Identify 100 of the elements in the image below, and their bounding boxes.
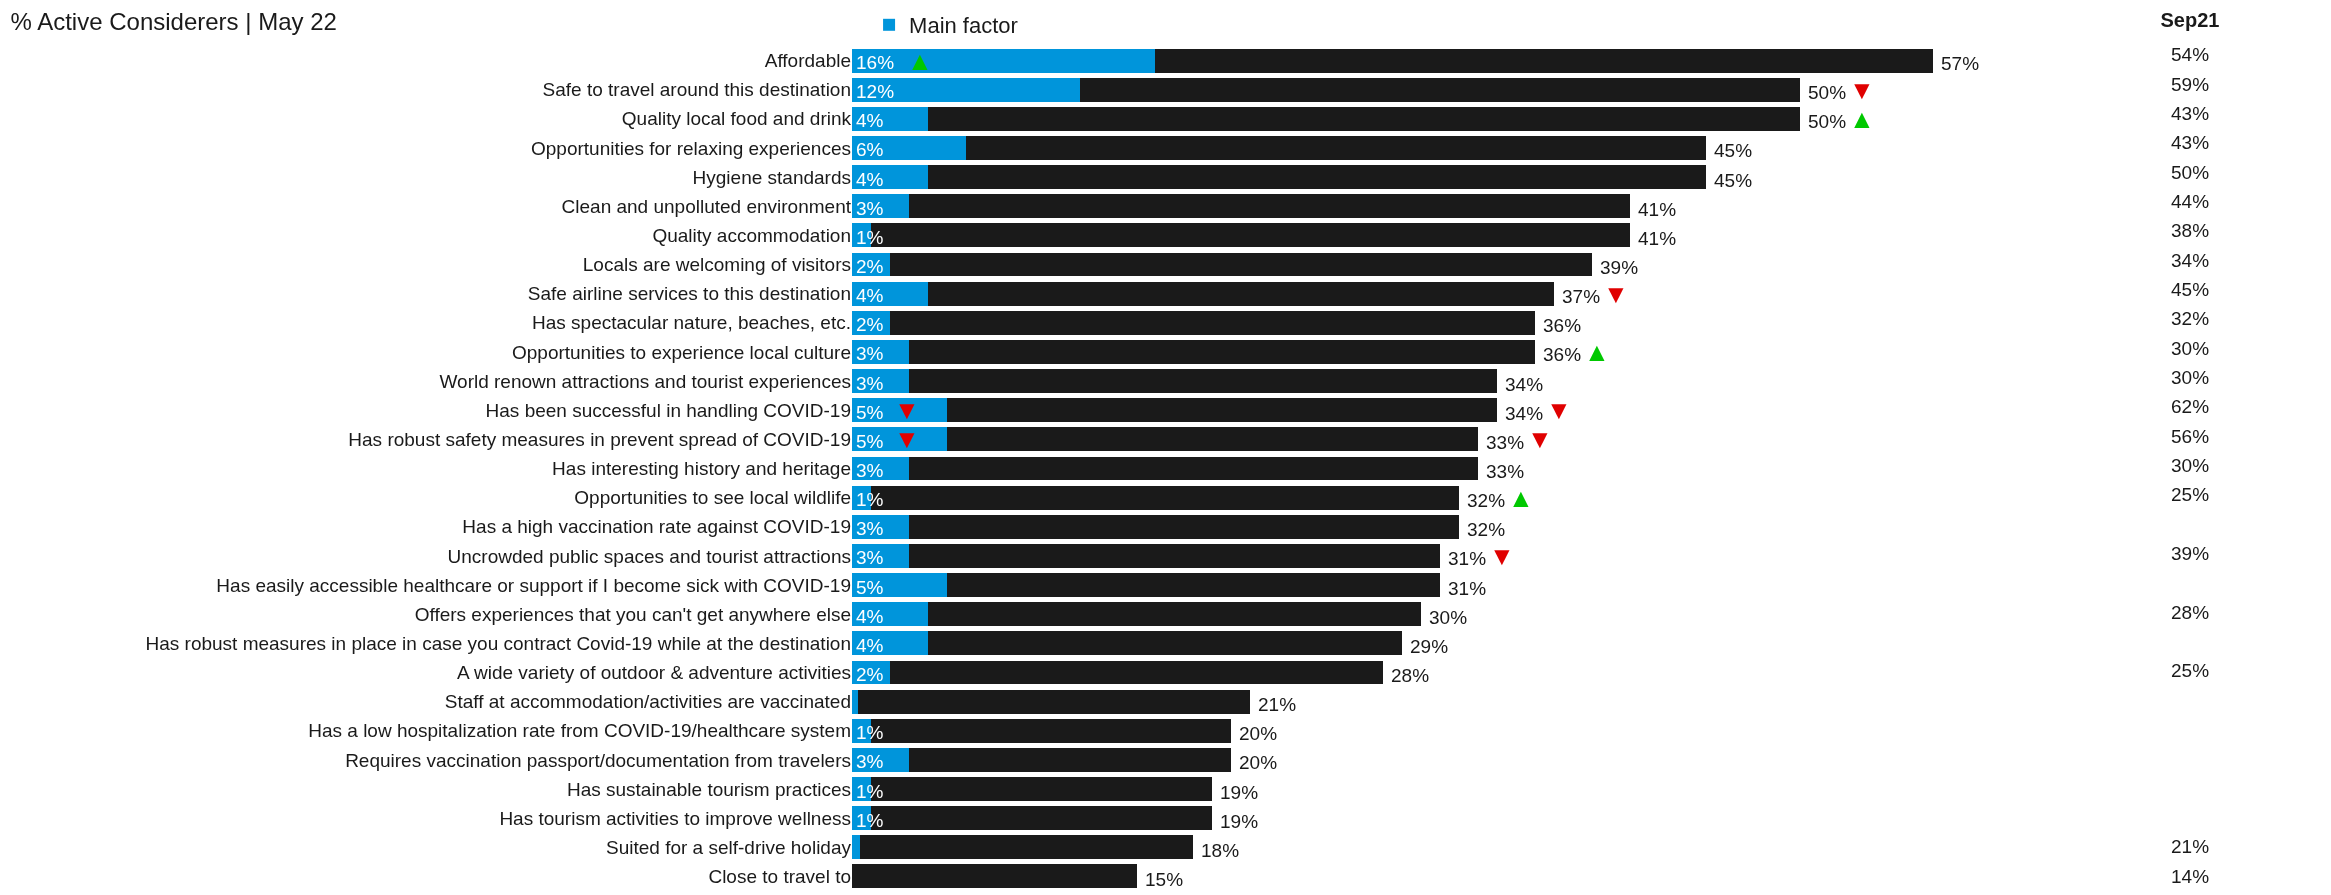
total-label: 33% [1486, 461, 1525, 482]
total-label: 34% [1505, 374, 1544, 395]
total-label: 36% [1543, 344, 1582, 365]
data-label: 3% [856, 373, 884, 394]
bar [908, 340, 1535, 364]
annotation: ▲ [1849, 104, 1875, 134]
annotation: ▼ [1489, 541, 1515, 571]
y-tick-label: Has tourism activities to improve wellness [499, 807, 851, 829]
total-label: 37% [1562, 286, 1601, 307]
y-tick-label: Has sustainable tourism practices [566, 778, 851, 800]
total-label: 57% [1941, 53, 1980, 74]
annotation: ▼ [894, 424, 920, 454]
bar [1155, 48, 1934, 73]
data-label: 5% [856, 577, 884, 598]
data-label: 3% [856, 460, 884, 481]
text: 30% [2171, 338, 2210, 359]
total-label: 30% [1429, 607, 1468, 628]
total-label: 19% [1220, 782, 1259, 803]
bar [946, 573, 1440, 597]
y-tick-label: World renown attractions and tourist experiences [439, 370, 851, 392]
y-tick-label: A wide variety of outdoor & adventure activities [457, 662, 851, 684]
annotation: ▲ [1584, 337, 1610, 367]
bar [857, 689, 1251, 714]
text: 21% [2171, 836, 2210, 857]
y-tick-label: Uncrowded public spaces and tourist attractions [447, 545, 851, 567]
y-tick-label: Has robust safety measures in prevent spread of COVID-19 [348, 429, 851, 451]
total-label: 33% [1486, 432, 1525, 453]
bar [1079, 77, 1801, 102]
y-tick-label: Opportunities for relaxing experiences [530, 137, 851, 159]
total-label: 34% [1505, 403, 1544, 424]
text: 50% [2171, 162, 2210, 183]
y-tick-label: Opportunities to see local wildlife [574, 487, 851, 509]
y-tick-label: Has a high vaccination rate against COVID-19 [462, 516, 851, 538]
bar [852, 165, 928, 190]
bar [852, 77, 1080, 102]
text: 43% [2171, 103, 2210, 124]
total-label: 32% [1467, 490, 1506, 511]
bar [852, 602, 928, 627]
total-label: 31% [1448, 578, 1487, 599]
total-label: 41% [1638, 199, 1677, 220]
total-label: 15% [1145, 869, 1184, 890]
text: 28% [2171, 602, 2210, 623]
y-tick-label: Affordable [764, 50, 851, 72]
data-label: 4% [856, 169, 884, 190]
y-tick-label: Safe to travel around this destination [542, 79, 851, 101]
bar [927, 165, 1706, 190]
total-label: 19% [1220, 811, 1259, 832]
bar [859, 835, 1194, 860]
data-label: 3% [856, 751, 884, 772]
annotation: ▼ [1849, 75, 1875, 105]
data-label: 3% [856, 547, 884, 568]
text: 30% [2171, 455, 2210, 476]
total-label: 41% [1638, 228, 1677, 249]
data-label: 6% [856, 139, 884, 160]
y-tick-label: Close to travel to [708, 866, 851, 888]
bar [852, 689, 858, 714]
y-tick-label: Has easily accessible healthcare or support if I become sick with COVID-19 [216, 574, 851, 596]
annotation: ▼ [894, 395, 920, 425]
total-label: 20% [1239, 752, 1278, 773]
text: 38% [2171, 220, 2210, 241]
text: 62% [2171, 396, 2210, 417]
bar [908, 194, 1630, 219]
total-label: 31% [1448, 548, 1487, 569]
y-tick-label: Staff at accommodation/activities are vaccinated [444, 691, 851, 713]
total-label: 50% [1808, 82, 1847, 103]
text: 45% [2171, 279, 2210, 300]
total-label: 45% [1714, 170, 1753, 191]
bar [852, 835, 860, 860]
data-label: 16% [856, 52, 895, 73]
data-label: 2% [856, 256, 884, 277]
data-label: 3% [856, 198, 884, 219]
data-label: 4% [856, 635, 884, 656]
bar [927, 631, 1403, 656]
legend-label: Main factor [909, 13, 1018, 39]
data-label: 12% [856, 81, 895, 102]
bar [965, 136, 1706, 160]
data-label: 2% [856, 664, 884, 685]
text: 14% [2171, 866, 2210, 887]
y-tick-label: Quality local food and drink [621, 108, 852, 130]
y-tick-label: Hygiene standards [692, 166, 851, 188]
text: % Active Considerers | May 22 [10, 8, 337, 36]
annotation: ▲ [907, 46, 933, 76]
data-label: 5% [856, 431, 884, 452]
y-tick-label: Suited for a self-drive holiday [605, 836, 852, 858]
total-label: 29% [1410, 636, 1449, 657]
y-tick-label: Safe airline services to this destination [527, 283, 851, 305]
y-tick-label: Has a low hospitalization rate from COVID-19/healthcare system [308, 720, 851, 742]
text: 44% [2171, 191, 2210, 212]
bar [946, 427, 1478, 452]
text: 30% [2171, 367, 2210, 388]
bar [927, 602, 1421, 627]
bar [852, 573, 947, 597]
annotation: ▼ [1603, 279, 1629, 309]
data-label: 3% [856, 518, 884, 539]
y-tick-label: Has been successful in handling COVID-19 [485, 399, 851, 421]
y-tick-label: Opportunities to experience local culture [511, 341, 851, 363]
total-label: 21% [1258, 694, 1297, 715]
bar [927, 281, 1554, 306]
total-label: 18% [1201, 840, 1240, 861]
bar [852, 48, 1156, 73]
